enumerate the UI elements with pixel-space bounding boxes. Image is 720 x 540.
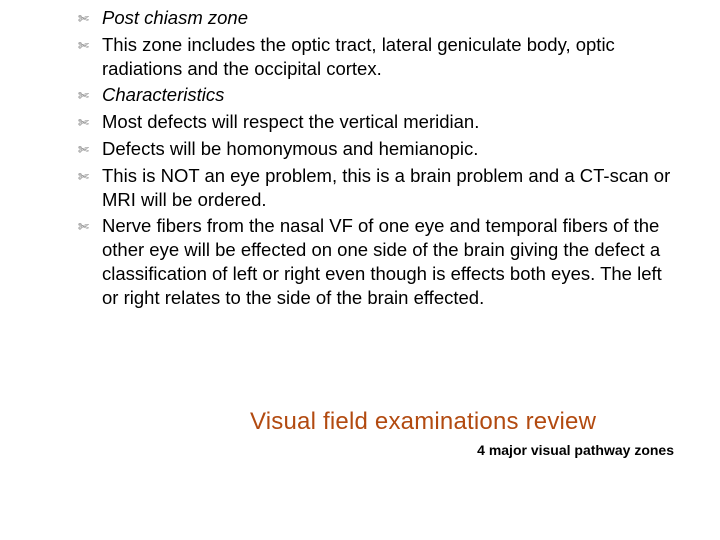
bullet-text: Post chiasm zone — [102, 6, 680, 30]
list-item: ✄ Characteristics — [78, 83, 680, 108]
bullet-text: Characteristics — [102, 83, 680, 107]
list-item: ✄ Most defects will respect the vertical… — [78, 110, 680, 135]
scissors-icon: ✄ — [78, 83, 102, 108]
slide-title: Visual field examinations review — [250, 408, 680, 436]
list-item: ✄ Post chiasm zone — [78, 6, 680, 31]
bullet-text: Nerve fibers from the nasal VF of one ey… — [102, 214, 680, 310]
bullet-list: ✄ Post chiasm zone ✄ This zone includes … — [78, 6, 680, 312]
list-item: ✄ This zone includes the optic tract, la… — [78, 33, 680, 81]
list-item: ✄ This is NOT an eye problem, this is a … — [78, 164, 680, 212]
scissors-icon: ✄ — [78, 6, 102, 31]
title-block: Visual field examinations review 4 major… — [250, 408, 680, 458]
scissors-icon: ✄ — [78, 110, 102, 135]
slide-subtitle: 4 major visual pathway zones — [250, 442, 680, 458]
list-item: ✄ Nerve fibers from the nasal VF of one … — [78, 214, 680, 310]
scissors-icon: ✄ — [78, 214, 102, 239]
bullet-text: Most defects will respect the vertical m… — [102, 110, 680, 134]
scissors-icon: ✄ — [78, 164, 102, 189]
scissors-icon: ✄ — [78, 137, 102, 162]
list-item: ✄ Defects will be homonymous and hemiano… — [78, 137, 680, 162]
bullet-text: Defects will be homonymous and hemianopi… — [102, 137, 680, 161]
bullet-text: This is NOT an eye problem, this is a br… — [102, 164, 680, 212]
scissors-icon: ✄ — [78, 33, 102, 58]
slide: ✄ Post chiasm zone ✄ This zone includes … — [0, 0, 720, 540]
bullet-text: This zone includes the optic tract, late… — [102, 33, 680, 81]
